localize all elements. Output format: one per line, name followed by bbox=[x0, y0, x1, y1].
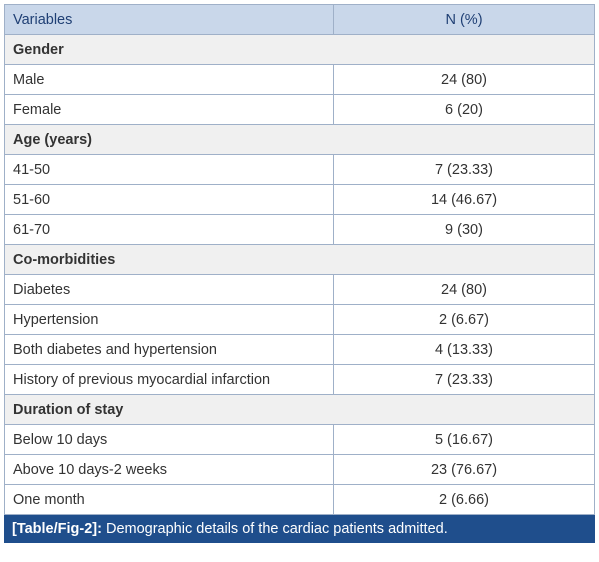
section-row: Age (years) bbox=[4, 124, 595, 155]
data-row: Diabetes 24 (80) bbox=[4, 274, 595, 305]
value-cell: 14 (46.67) bbox=[333, 184, 595, 215]
value-cell: 2 (6.66) bbox=[333, 484, 595, 515]
value-cell: 24 (80) bbox=[333, 274, 595, 305]
label-cell: Female bbox=[4, 94, 334, 125]
section-row: Co-morbidities bbox=[4, 244, 595, 275]
label-cell: Above 10 days-2 weeks bbox=[4, 454, 334, 485]
table: Variables N (%) Gender Male 24 (80) Female 6 (… bbox=[4, 4, 595, 515]
value-cell: 9 (30) bbox=[333, 214, 595, 245]
label-cell: 51-60 bbox=[4, 184, 334, 215]
label-cell: Both diabetes and hypertension bbox=[4, 334, 334, 365]
data-row: Both diabetes and hypertension 4 (13.33) bbox=[4, 334, 595, 365]
label-cell: Hypertension bbox=[4, 304, 334, 335]
section-row: Duration of stay bbox=[4, 394, 595, 425]
label-cell: History of previous myocardial infarctio… bbox=[4, 364, 334, 395]
header-cell: Variables bbox=[4, 4, 334, 35]
section-cell: Gender bbox=[4, 34, 595, 65]
value-cell: 6 (20) bbox=[333, 94, 595, 125]
data-row: 61-70 9 (30) bbox=[4, 214, 595, 245]
caption-label: [Table/Fig-2]: bbox=[12, 521, 102, 537]
value-cell: 24 (80) bbox=[333, 64, 595, 95]
label-cell: Male bbox=[4, 64, 334, 95]
data-row: One month 2 (6.66) bbox=[4, 484, 595, 515]
section-cell: Duration of stay bbox=[4, 394, 595, 425]
section-row: Gender bbox=[4, 34, 595, 65]
data-row: 41-50 7 (23.33) bbox=[4, 154, 595, 185]
data-row: Male 24 (80) bbox=[4, 64, 595, 95]
value-cell: 5 (16.67) bbox=[333, 424, 595, 455]
data-row: Hypertension 2 (6.67) bbox=[4, 304, 595, 335]
data-row: Below 10 days 5 (16.67) bbox=[4, 424, 595, 455]
value-cell: 2 (6.67) bbox=[333, 304, 595, 335]
data-row: History of previous myocardial infarctio… bbox=[4, 364, 595, 395]
label-cell: One month bbox=[4, 484, 334, 515]
data-row: Female 6 (20) bbox=[4, 94, 595, 125]
value-cell: 23 (76.67) bbox=[333, 454, 595, 485]
caption-text: Demographic details of the cardiac patie… bbox=[105, 521, 448, 537]
section-cell: Age (years) bbox=[4, 124, 595, 155]
section-cell: Co-morbidities bbox=[4, 244, 595, 275]
data-row: 51-60 14 (46.67) bbox=[4, 184, 595, 215]
label-cell: Below 10 days bbox=[4, 424, 334, 455]
value-cell: 7 (23.33) bbox=[333, 364, 595, 395]
label-cell: Diabetes bbox=[4, 274, 334, 305]
value-cell: 7 (23.33) bbox=[333, 154, 595, 185]
header-row: Variables N (%) bbox=[4, 4, 595, 35]
table-figure: Variables N (%) Gender Male 24 (80) Female 6 (… bbox=[4, 4, 595, 543]
label-cell: 41-50 bbox=[4, 154, 334, 185]
data-row: Above 10 days-2 weeks 23 (76.67) bbox=[4, 454, 595, 485]
caption: [Table/Fig-2]: Demographic details of th… bbox=[4, 515, 595, 543]
label-cell: 61-70 bbox=[4, 214, 334, 245]
header-cell: N (%) bbox=[333, 4, 595, 35]
value-cell: 4 (13.33) bbox=[333, 334, 595, 365]
